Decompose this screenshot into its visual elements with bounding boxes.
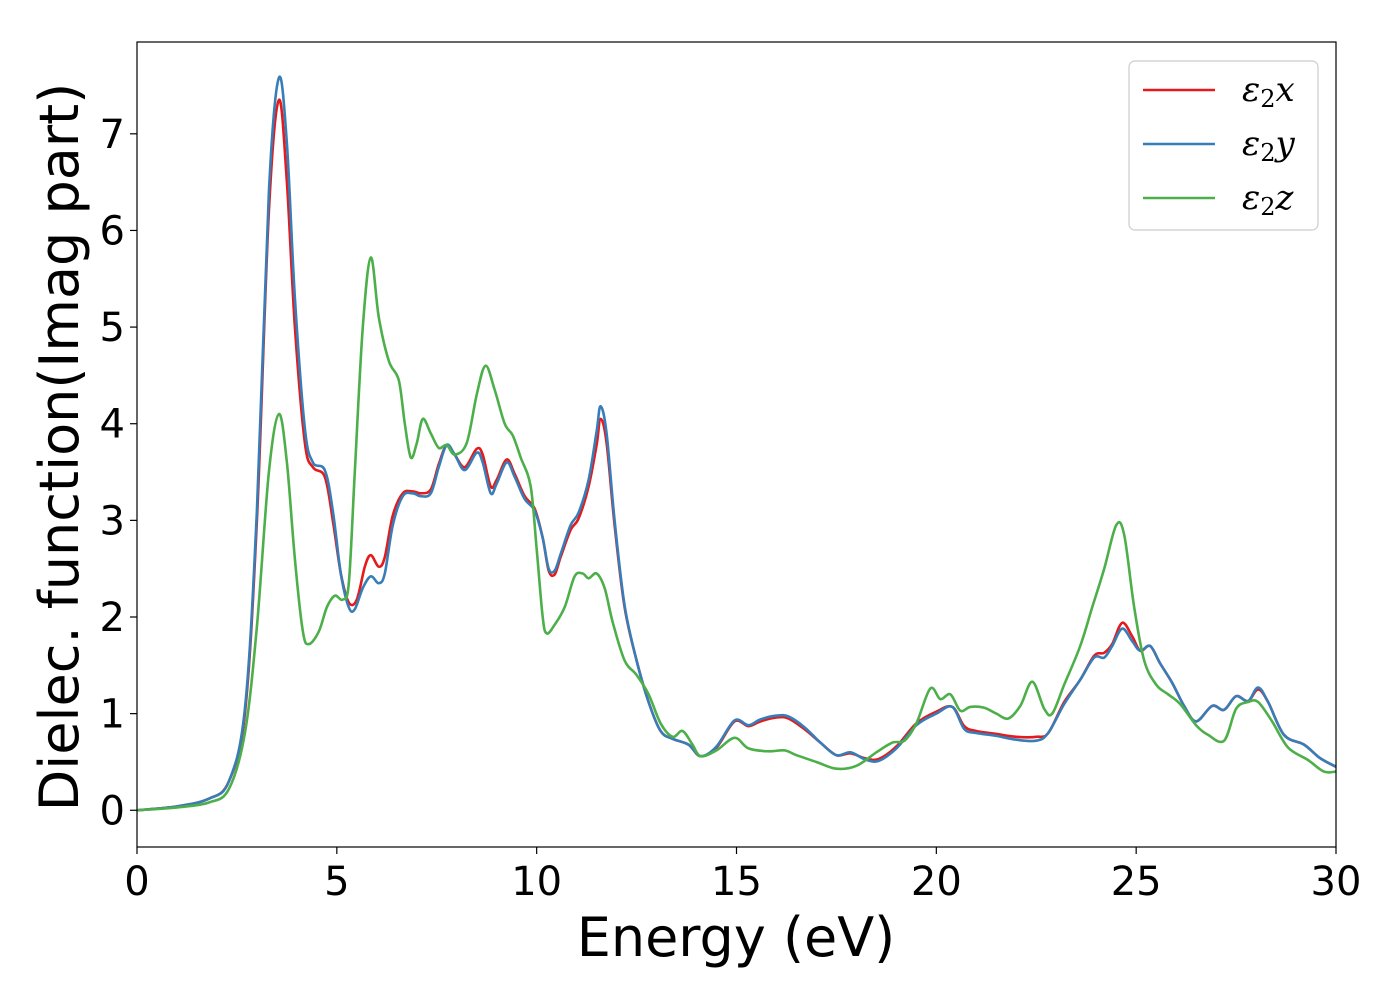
legend-label: ε2z: [1242, 178, 1295, 221]
y-tick-label: 1: [100, 692, 125, 738]
x-tick-label: 15: [711, 859, 762, 905]
y-tick-label: 0: [100, 788, 125, 834]
x-tick-label: 25: [1111, 859, 1162, 905]
x-tick-label: 20: [911, 859, 962, 905]
series-lines: [137, 75, 1336, 812]
x-tick-label: 0: [124, 859, 149, 905]
x-axis-label: Energy (eV): [577, 906, 896, 969]
y-tick-label: 7: [100, 112, 125, 158]
x-tick-label: 5: [324, 859, 349, 905]
legend: ε2x ε2y ε2z: [1128, 60, 1319, 231]
legend-box: [1128, 60, 1319, 231]
y-tick-label: 2: [100, 595, 125, 641]
x-tick-label: 30: [1311, 859, 1362, 905]
series-line-1: [137, 75, 1336, 812]
legend-label: ε2x: [1242, 70, 1295, 113]
legend-label: ε2y: [1242, 124, 1296, 167]
x-tick-label: 10: [511, 859, 562, 905]
y-tick-label: 3: [100, 498, 125, 544]
y-tick-label: 4: [100, 402, 125, 448]
y-tick-label: 6: [100, 208, 125, 254]
series-line-2: [137, 256, 1336, 812]
y-tick-label: 5: [100, 305, 125, 351]
legend-items: ε2x ε2y ε2z: [1143, 70, 1296, 221]
axis-ticks: 0 5 10 15 20 25 30 0 1 2 3 4 5 6 7: [100, 112, 1362, 905]
y-axis-label: Dielec. function(Imag part): [28, 83, 91, 812]
